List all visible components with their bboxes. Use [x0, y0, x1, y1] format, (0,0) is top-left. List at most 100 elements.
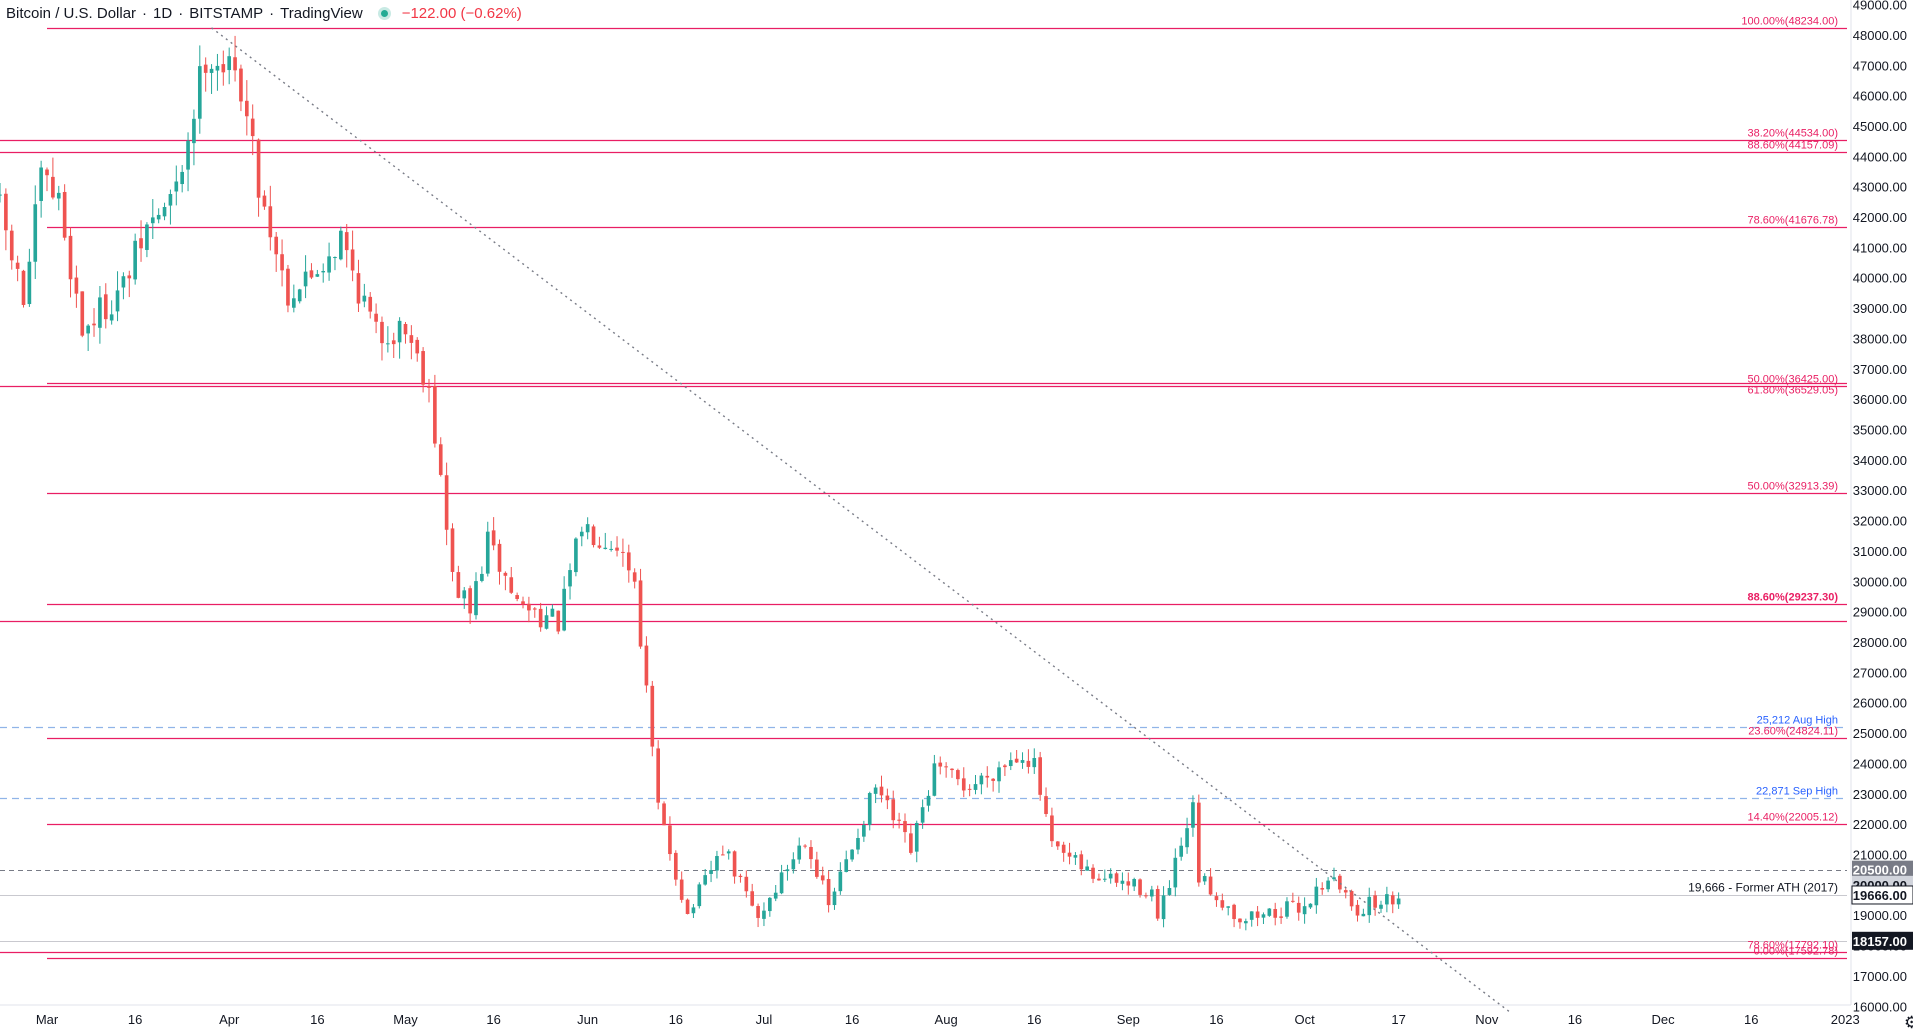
candle-body	[86, 325, 90, 334]
candle-body	[1267, 908, 1272, 916]
y-tick-label: 38000.00	[1853, 331, 1907, 346]
y-tick-label: 25000.00	[1853, 726, 1907, 741]
candle-body	[1349, 891, 1354, 907]
y-tick-label: 36000.00	[1853, 392, 1907, 407]
candle-body	[1044, 796, 1048, 815]
x-tick-label: 16	[1027, 1012, 1041, 1027]
candle-body	[1261, 914, 1266, 918]
y-tick-label: 19000.00	[1853, 908, 1907, 923]
candle-body	[9, 230, 14, 261]
trendline	[211, 27, 1511, 1013]
candle-body	[309, 270, 314, 278]
candle-body	[538, 608, 543, 628]
candle-body	[673, 852, 678, 880]
symbol-name[interactable]: Bitcoin / U.S. Dollar	[6, 5, 137, 22]
y-tick-label: 48000.00	[1853, 28, 1907, 43]
candle-body	[80, 291, 85, 336]
candle-body	[926, 795, 931, 806]
candle-body	[1108, 873, 1113, 879]
y-tick-label: 44000.00	[1853, 149, 1907, 164]
settings-gear-icon[interactable]: ⚙	[1904, 1013, 1913, 1032]
x-tick-label: 16	[1209, 1012, 1223, 1027]
candle-body	[691, 907, 696, 914]
candle-body	[797, 845, 802, 860]
candle-body	[121, 276, 126, 288]
candle-body	[732, 851, 737, 877]
candle-body	[609, 548, 613, 550]
candle-body	[1232, 904, 1236, 920]
candle-body	[644, 645, 649, 686]
candle-body	[815, 859, 819, 877]
candle-body	[197, 66, 202, 119]
candle-body	[274, 236, 279, 255]
candle-body	[1197, 802, 1201, 883]
candle-body	[1138, 879, 1142, 895]
candle-body	[791, 859, 796, 870]
interval-label[interactable]: 1D	[153, 5, 173, 22]
candle-body	[509, 577, 514, 593]
candle-body	[1149, 889, 1154, 897]
price-tag-box	[1852, 931, 1913, 950]
legend-separator: ·	[269, 5, 275, 22]
candle-body	[944, 766, 948, 768]
candle-body	[485, 531, 490, 574]
candle-body	[562, 588, 566, 631]
x-tick-label: 2023	[1831, 1012, 1860, 1027]
level-label: 78.60%(17792.10)	[1747, 940, 1838, 952]
candle-body	[209, 68, 214, 73]
candle-body	[292, 298, 296, 308]
candle-body	[1390, 895, 1395, 905]
candle-body	[685, 899, 690, 914]
candle-body	[339, 230, 343, 260]
candle-body	[68, 235, 73, 280]
candle-body	[456, 572, 461, 598]
candle-body	[162, 207, 167, 217]
candle-body	[626, 552, 631, 571]
candle-body	[262, 195, 267, 207]
candle-body	[386, 343, 390, 345]
candle-body	[315, 274, 320, 277]
candle-body	[803, 845, 807, 847]
level-label: 61.80%(36529.05)	[1747, 385, 1838, 397]
candles	[0, 35, 1401, 931]
candle-body	[1120, 880, 1125, 884]
y-tick-label: 33000.00	[1853, 483, 1907, 498]
x-tick-label: Dec	[1652, 1012, 1676, 1027]
candle-body	[956, 770, 960, 780]
candle-body	[415, 339, 420, 354]
x-tick-label: 16	[310, 1012, 324, 1027]
candle-body	[0, 194, 2, 196]
level-label: 88.60%(44157.09)	[1747, 140, 1838, 152]
level-label: 50.00%(36425.00)	[1747, 374, 1838, 386]
candle-body	[450, 528, 455, 572]
candle-body	[603, 547, 608, 549]
candle-body	[997, 767, 1001, 782]
candle-body	[903, 821, 907, 833]
candle-body	[474, 581, 478, 616]
candle-body	[1308, 903, 1313, 908]
candle-body	[1343, 890, 1348, 893]
candle-body	[433, 386, 437, 444]
y-tick-label: 26000.00	[1853, 696, 1907, 711]
candle-body	[1144, 895, 1148, 897]
candle-body	[1167, 888, 1172, 895]
level-label: 19,666 - Former ATH (2017)	[1688, 881, 1838, 895]
candle-body	[438, 444, 443, 475]
candle-body	[856, 837, 860, 850]
candle-body	[1202, 876, 1207, 882]
candle-body	[1279, 916, 1283, 918]
candle-body	[709, 870, 713, 874]
x-tick-label: 17	[1391, 1012, 1405, 1027]
y-tick-label: 17000.00	[1853, 969, 1907, 984]
candle-body	[256, 139, 261, 198]
candle-body	[1314, 886, 1319, 906]
candle-body	[45, 169, 49, 176]
candle-body	[1020, 760, 1025, 763]
candle-body	[579, 531, 584, 537]
candle-body	[1155, 889, 1160, 919]
candle-body	[961, 778, 966, 791]
x-tick-labels: Mar 16 Apr 16 May 16 Jun 16 Jul 16 Aug 16 Sep 16 Oct 17…	[36, 1012, 1860, 1027]
candle-body	[421, 351, 425, 385]
